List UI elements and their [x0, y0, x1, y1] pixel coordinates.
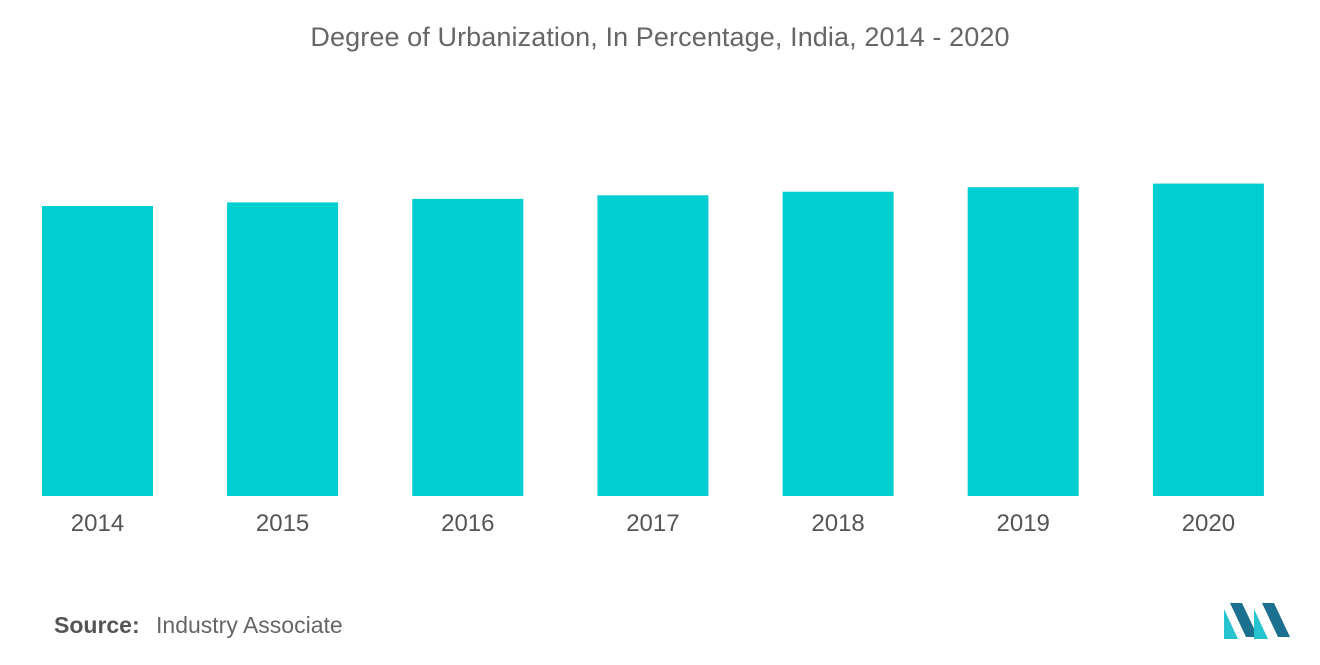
bar-2017: [597, 195, 709, 497]
logo-shape-left: [1224, 609, 1238, 639]
source-text: Industry Associate: [156, 612, 343, 638]
mordor-intelligence-logo-icon: [1224, 603, 1290, 639]
bar-2015: [227, 202, 339, 496]
logo-shape-mid-left: [1230, 603, 1258, 637]
x-tick-label-2014: 2014: [71, 510, 124, 537]
chart-title: Degree of Urbanization, In Percentage, I…: [310, 22, 1010, 52]
logo-shape-mid-right: [1254, 609, 1268, 639]
x-tick-label-2017: 2017: [626, 510, 679, 537]
bar-2020: [1152, 183, 1264, 496]
x-tick-label-2018: 2018: [811, 510, 864, 537]
x-tick-label-2015: 2015: [256, 510, 309, 537]
logo-shape-right: [1262, 603, 1290, 637]
bars-group: [42, 183, 1264, 497]
bar-2019: [967, 187, 1079, 496]
x-tick-label-2020: 2020: [1182, 510, 1235, 537]
x-tick-label-2019: 2019: [997, 510, 1050, 537]
x-tick-label-2016: 2016: [441, 510, 494, 537]
source-note: Source: Industry Associate: [54, 612, 343, 639]
bar-2016: [412, 198, 524, 496]
x-axis-tick-labels: 2014 2015 2016 2017 2018 2019 2020: [71, 510, 1235, 537]
bar-2018: [782, 191, 894, 496]
source-label: Source:: [54, 612, 140, 638]
bar-2014: [42, 206, 153, 496]
